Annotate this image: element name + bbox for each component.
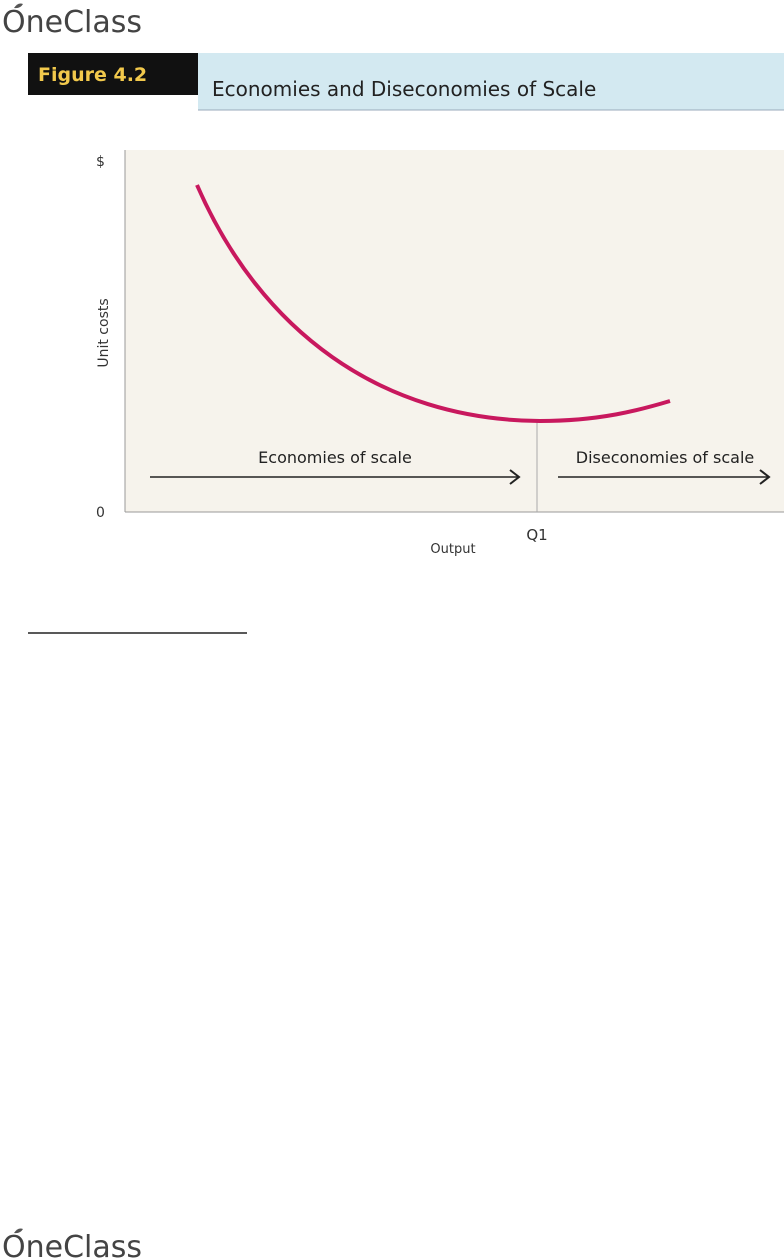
logo-text: OneClass	[2, 1230, 142, 1260]
left-arrow-label: Economies of scale	[258, 448, 412, 467]
header-logo: OneClass	[2, 3, 142, 40]
logo-leaf	[14, 3, 23, 9]
figure-title: Economies and Diseconomies of Scale	[212, 77, 596, 101]
logo-text: OneClass	[2, 5, 142, 40]
label-box	[28, 53, 198, 95]
x-marker: Q1	[526, 526, 547, 544]
footer-logo: OneClass	[2, 1228, 142, 1260]
y-axis-top: $	[96, 154, 105, 170]
cost-curve	[195, 184, 671, 424]
y-axis-label: Unit costs	[96, 298, 112, 367]
right-arrow-label: Diseconomies of scale	[576, 448, 755, 467]
logo-leaf	[14, 1228, 23, 1234]
x-axis-label: Output	[430, 542, 475, 557]
figure-label: Figure 4.2	[38, 64, 147, 86]
plot-area	[125, 150, 784, 512]
origin-label: 0	[96, 505, 105, 521]
title-band	[198, 53, 784, 110]
arrow-head	[759, 469, 771, 485]
arrow-head	[509, 469, 521, 485]
